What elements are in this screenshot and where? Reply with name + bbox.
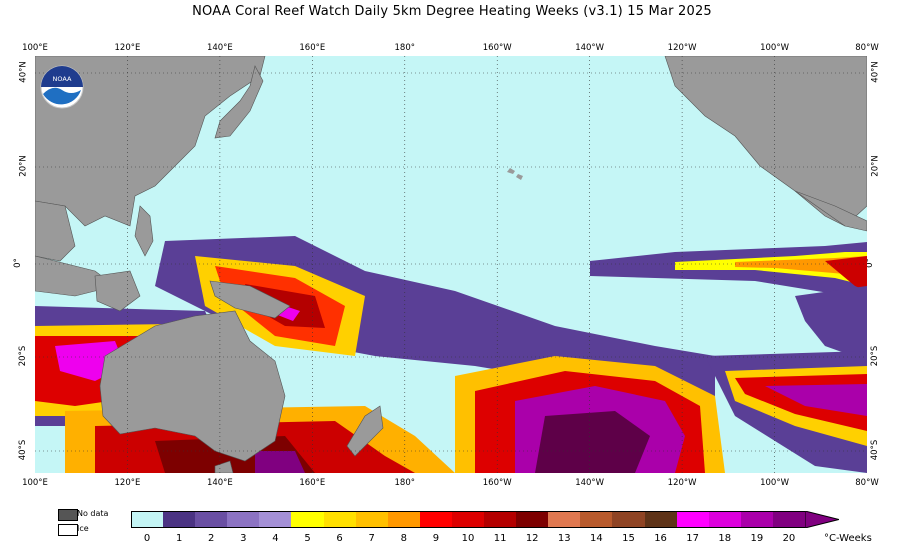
- colorbar-segment: [323, 511, 357, 528]
- latitude-tick: 40°N: [18, 61, 29, 83]
- latitude-tick: 40°N: [870, 61, 881, 83]
- longitude-tick: 140°W: [575, 478, 605, 488]
- colorbar-segment: [580, 511, 614, 528]
- latitude-tick: 40°S: [870, 439, 881, 461]
- ice-swatch: [58, 524, 78, 536]
- colorbar-tick-label: 15: [622, 533, 635, 544]
- colorbar-tick-label: 14: [590, 533, 603, 544]
- colorbar-segment: [163, 511, 197, 528]
- colorbar-tick-label: 12: [525, 533, 539, 544]
- longitude-tick: 120°E: [114, 43, 141, 53]
- longitude-tick: 120°W: [667, 478, 697, 488]
- colorbar-segment: [740, 511, 774, 528]
- longitude-tick: 100°W: [760, 43, 789, 53]
- colorbar-tick-label: 5: [304, 533, 311, 544]
- colorbar-tick-label: 16: [654, 533, 667, 544]
- latitude-tick: 0°: [12, 258, 23, 268]
- colorbar-tick-label: 20: [782, 533, 796, 544]
- colorbar-segment: [419, 511, 453, 528]
- colorbar-tick-label: 10: [461, 533, 475, 544]
- colorbar-arrow: [805, 511, 839, 528]
- colorbar-segment: [644, 511, 678, 528]
- colorbar-segment: [772, 511, 806, 528]
- colorbar-segment: [131, 511, 165, 528]
- nodata-swatch: [58, 509, 78, 521]
- colorbar-segment: [708, 511, 742, 528]
- heat-east-pacific-equator: [590, 242, 867, 361]
- colorbar-tick-label: 6: [336, 533, 343, 544]
- colorbar-units: °C-Weeks: [824, 533, 872, 544]
- longitude-tick: 160°W: [482, 478, 512, 488]
- longitude-tick: 80°W: [855, 478, 879, 488]
- colorbar-segment: [676, 511, 710, 528]
- longitude-tick: 160°E: [299, 43, 326, 53]
- longitude-tick: 120°W: [667, 43, 697, 53]
- colorbar-segment: [516, 511, 550, 528]
- colorbar-segment: [195, 511, 229, 528]
- colorbar-tick-label: 18: [718, 533, 732, 544]
- colorbar-tick-label: 8: [400, 533, 407, 544]
- longitude-tick: 100°W: [760, 478, 789, 488]
- colorbar-segment: [387, 511, 421, 528]
- noaa-logo: NOAA: [40, 65, 84, 109]
- colorbar-tick-label: 13: [557, 533, 571, 544]
- land: [35, 56, 867, 473]
- colorbar-tick-label: 11: [493, 533, 507, 544]
- colorbar-segment: [291, 511, 325, 528]
- colorbar-segment: [259, 511, 293, 528]
- colorbar-tick-label: 19: [750, 533, 764, 544]
- colorbar-tick-label: 7: [368, 533, 375, 544]
- colorbar-tick-label: 2: [208, 533, 215, 544]
- longitude-tick: 100°E: [22, 43, 48, 53]
- longitude-tick: 140°W: [575, 43, 605, 53]
- colorbar-segment: [451, 511, 486, 528]
- longitude-tick: 120°E: [114, 478, 141, 488]
- colorbar-tick-label: 9: [432, 533, 440, 544]
- longitude-tick: 100°E: [22, 478, 48, 488]
- map-title: NOAA Coral Reef Watch Daily 5km Degree H…: [192, 4, 712, 19]
- nodata-label: No data: [77, 509, 109, 518]
- longitude-tick: 180°: [394, 478, 416, 488]
- longitude-tick: 160°W: [482, 43, 512, 53]
- colorbar-segment: [612, 511, 646, 528]
- latitude-tick: 40°S: [18, 439, 29, 461]
- longitude-tick: 140°E: [206, 43, 233, 53]
- longitude-tick: 140°E: [206, 478, 233, 488]
- latitude-tick: 20°N: [18, 155, 29, 177]
- latitude-tick: 20°S: [870, 345, 881, 367]
- colorbar-segment: [484, 511, 518, 528]
- heat-southeast-pacific: [705, 351, 867, 473]
- longitude-tick: 160°E: [299, 478, 326, 488]
- heat-south-pacific: [455, 356, 725, 473]
- colorbar-tick-label: 0: [143, 533, 151, 544]
- longitude-tick: 80°W: [855, 43, 879, 53]
- ice-label: Ice: [77, 524, 89, 533]
- longitude-tick: 180°: [394, 43, 416, 53]
- colorbar-tick-label: 1: [175, 533, 183, 544]
- graticule: [35, 56, 867, 473]
- colorbar-segment: [548, 511, 582, 528]
- colorbar-tick-label: 4: [272, 533, 279, 544]
- latitude-tick: 20°S: [18, 345, 29, 367]
- colorbar-tick-label: 17: [686, 533, 700, 544]
- colorbar-tick-label: 3: [240, 533, 247, 544]
- colorbar-segment: [227, 511, 261, 528]
- latitude-tick: 20°N: [870, 155, 881, 177]
- dhw-map: NOAA: [35, 56, 867, 473]
- logo-text: NOAA: [53, 75, 72, 83]
- colorbar-segment: [355, 511, 389, 528]
